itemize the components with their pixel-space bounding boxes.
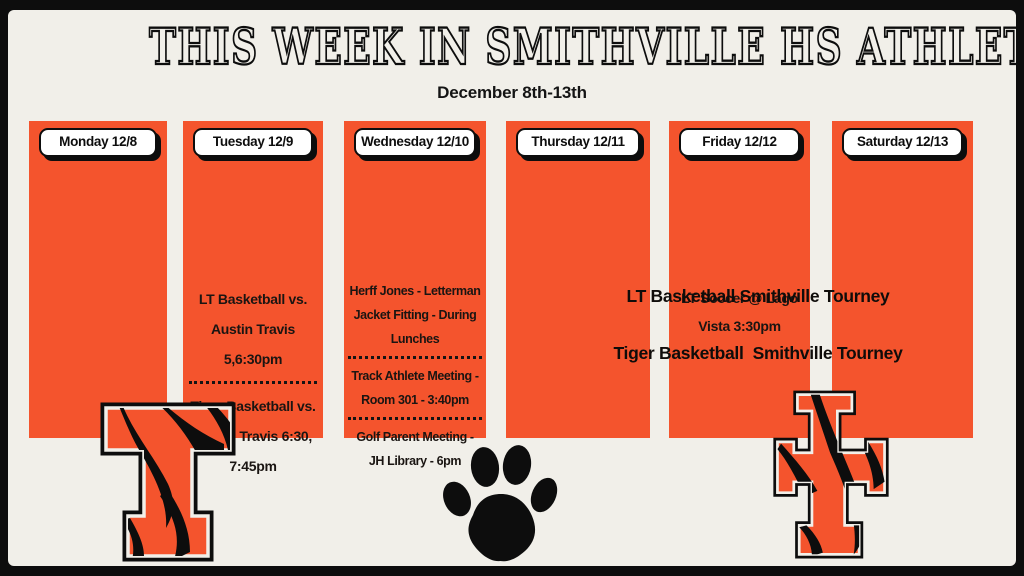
day-label-monday: Monday 12/8 (39, 128, 157, 157)
paw-print-icon (443, 445, 558, 562)
event-list-wednesday: Herff Jones - Letterman Jacket Fitting -… (348, 279, 482, 473)
event-text: Track Athlete Meeting - Room 301 - 3:40p… (351, 369, 479, 407)
day-column-tuesday: Tuesday 12/9 LT Basketball vs. Austin Tr… (183, 121, 323, 474)
day-label-saturday: Saturday 12/13 (842, 128, 963, 157)
event-list-friday: LT Soccer @ Lago Vista 3:30pm (673, 284, 806, 340)
event-text: LT Soccer @ Lago Vista 3:30pm (681, 290, 798, 334)
day-column-thursday: Thursday 12/11 (506, 121, 650, 438)
event-divider (189, 381, 317, 384)
date-range: December 8th-13th (437, 83, 587, 102)
event-divider (348, 356, 482, 359)
day-column-wednesday: Wednesday 12/10 Herff Jones - Letterman … (344, 121, 486, 468)
day-label-friday: Friday 12/12 (679, 128, 800, 157)
day-column-saturday: Saturday 12/13 (832, 121, 973, 438)
day-column-friday: Friday 12/12 LT Soccer @ Lago Vista 3:30… (669, 121, 810, 438)
page-title: THIS WEEK IN SMITHVILLE HS ATHLETICS (148, 17, 1016, 76)
tiger-t-logo-icon (100, 402, 236, 562)
event-text: Golf Parent Meeting - JH Library - 6pm (356, 430, 474, 468)
event-text: Herff Jones - Letterman Jacket Fitting -… (349, 284, 481, 346)
tourney-line-lt: LT Basketball Smithville Tourney (626, 286, 890, 306)
tourney-line-tiger: Tiger Basketball Smithville Tourney (613, 343, 903, 363)
day-label-tuesday: Tuesday 12/9 (193, 128, 313, 157)
day-label-wednesday: Wednesday 12/10 (354, 128, 476, 157)
lt-monogram-logo-icon (773, 390, 889, 559)
day-column-monday: Monday 12/8 (29, 121, 167, 438)
event-text: LT Basketball vs. Austin Travis 5,6:30pm (198, 291, 308, 367)
event-divider (348, 417, 482, 420)
day-label-thursday: Thursday 12/11 (516, 128, 640, 157)
poster-background: THIS WEEK IN SMITHVILLE HS ATHLETICS Dec… (8, 10, 1016, 566)
